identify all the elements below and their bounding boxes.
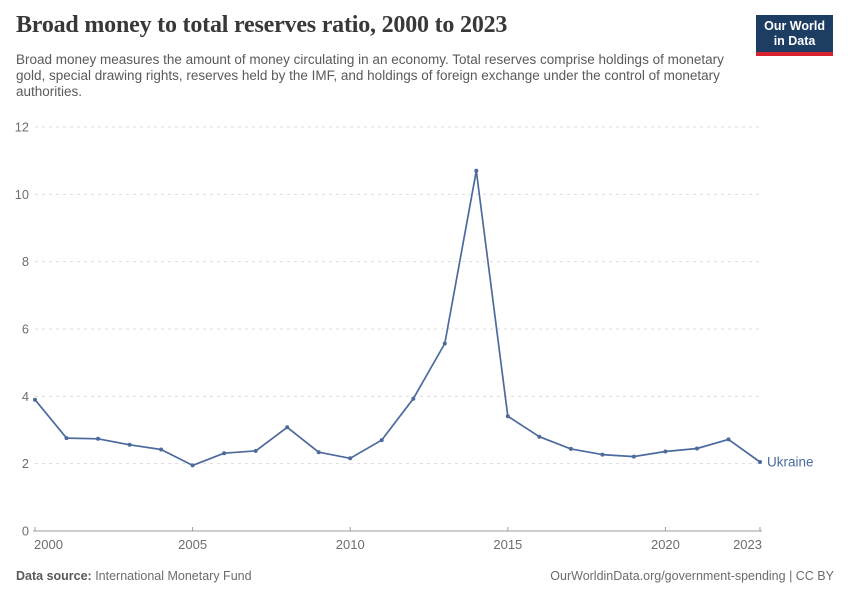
x-tick-label: 2010: [336, 537, 365, 552]
data-point[interactable]: [695, 446, 699, 451]
data-point[interactable]: [348, 456, 353, 461]
data-point[interactable]: [631, 454, 636, 459]
y-tick-label: 8: [22, 254, 29, 269]
x-tick-label: 2000: [34, 537, 63, 552]
data-point[interactable]: [600, 452, 605, 457]
attribution: OurWorldinData.org/government-spending |…: [550, 569, 834, 583]
owid-logo-line1: Our World: [764, 19, 825, 33]
data-point[interactable]: [127, 442, 132, 447]
data-point[interactable]: [190, 463, 195, 468]
data-point[interactable]: [411, 396, 416, 401]
y-tick-label: 4: [22, 389, 29, 404]
data-point[interactable]: [537, 434, 542, 439]
data-point[interactable]: [222, 451, 227, 456]
y-tick-label: 6: [22, 322, 29, 337]
y-axis: 0 2 4 6 8 10 12: [15, 120, 762, 539]
data-point[interactable]: [726, 437, 731, 442]
data-point[interactable]: [663, 449, 668, 454]
data-point[interactable]: [568, 446, 573, 451]
data-source-value: International Monetary Fund: [91, 569, 252, 583]
data-point[interactable]: [316, 450, 321, 455]
data-point[interactable]: [505, 414, 510, 419]
data-point[interactable]: [758, 460, 762, 464]
x-tick-label: 2005: [178, 537, 207, 552]
data-point[interactable]: [253, 448, 258, 453]
data-point[interactable]: [442, 341, 447, 346]
y-tick-label: 0: [22, 524, 29, 539]
entity-label-ukraine[interactable]: Ukraine: [767, 454, 814, 469]
owid-logo: Our World in Data: [756, 15, 833, 56]
x-tick-label: 2020: [651, 537, 680, 552]
data-point[interactable]: [379, 438, 384, 443]
data-point[interactable]: [96, 436, 100, 441]
y-tick-label: 12: [15, 120, 29, 135]
series-ukraine[interactable]: [33, 168, 762, 468]
data-source: Data source: International Monetary Fund: [16, 569, 252, 583]
x-tick-label: 2015: [493, 537, 522, 552]
data-point[interactable]: [474, 168, 479, 173]
page-title: Broad money to total reserves ratio, 200…: [16, 12, 508, 38]
x-tick-label: 2023: [733, 537, 762, 552]
data-point[interactable]: [64, 436, 69, 441]
y-tick-label: 10: [15, 187, 29, 202]
data-point[interactable]: [33, 397, 37, 402]
data-point[interactable]: [159, 447, 164, 452]
y-tick-label: 2: [22, 456, 29, 471]
data-point[interactable]: [285, 425, 290, 430]
owid-logo-line2: in Data: [773, 34, 816, 48]
chart-footer: Data source: International Monetary Fund…: [16, 569, 834, 583]
data-line[interactable]: [34, 169, 761, 467]
chart-subtitle: Broad money measures the amount of money…: [16, 52, 724, 99]
data-source-label: Data source:: [16, 569, 92, 583]
x-axis: 2000 2005 2010 2015 2020 2023: [33, 527, 762, 552]
